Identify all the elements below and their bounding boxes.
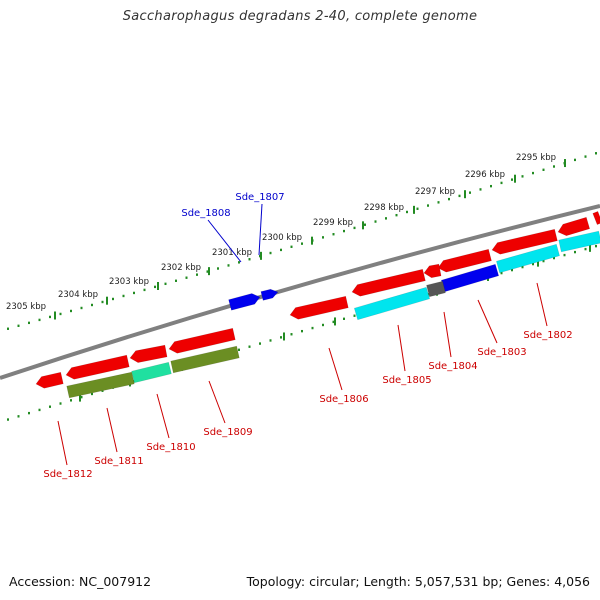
leader-line bbox=[477, 299, 498, 344]
gene-feature bbox=[170, 345, 240, 374]
gene-label: Sde_1811 bbox=[94, 456, 143, 467]
leader-line bbox=[106, 407, 118, 453]
gene-labels: Sde_1807 Sde_1808 Sde_1802 Sde_1803Sde_1804… bbox=[43, 192, 572, 480]
gene-features bbox=[35, 211, 600, 399]
gene-label: Sde_1812 bbox=[43, 469, 92, 480]
gene-label: Sde_1808 bbox=[181, 208, 230, 219]
gene-feature bbox=[228, 293, 261, 311]
gene-feature bbox=[129, 344, 168, 363]
genome-stats-text: Topology: circular; Length: 5,057,531 bp… bbox=[246, 574, 590, 589]
gene-feature bbox=[426, 280, 446, 298]
leader-line bbox=[536, 282, 548, 327]
outer-scale-ticks bbox=[7, 152, 597, 330]
label-leader-lines bbox=[57, 203, 548, 466]
gene-feature bbox=[289, 295, 349, 320]
gene-feature bbox=[592, 211, 600, 225]
gene-feature bbox=[351, 268, 426, 297]
scale-label: 2299 kbp bbox=[313, 218, 353, 228]
scale-label: 2297 kbp bbox=[415, 187, 455, 197]
scale-label: 2301 kbp bbox=[212, 248, 252, 258]
gene-feature bbox=[353, 286, 431, 321]
leader-line bbox=[57, 420, 68, 466]
scale-label: 2295 kbp bbox=[516, 153, 556, 163]
gene-feature bbox=[557, 216, 591, 237]
gene-feature bbox=[423, 263, 442, 279]
gene-label: Sde_1807 bbox=[235, 192, 284, 203]
scale-label: 2300 kbp bbox=[262, 233, 302, 243]
leader-line bbox=[328, 347, 343, 391]
gene-feature bbox=[260, 288, 279, 301]
gene-feature bbox=[35, 371, 64, 389]
map-title: Saccharophagus degradans 2-40, complete … bbox=[122, 9, 478, 24]
gene-label: Sde_1805 bbox=[382, 375, 431, 386]
leader-line bbox=[397, 324, 406, 372]
scale-labels: 2295 kbp 2296 kbp 2297 kbp 2298 kbp 2299 kbp… bbox=[6, 153, 556, 312]
gene-label: Sde_1806 bbox=[319, 394, 368, 405]
gene-feature bbox=[496, 243, 560, 274]
scale-label: 2305 kbp bbox=[6, 302, 46, 312]
leader-line bbox=[156, 393, 170, 439]
scale-label: 2304 kbp bbox=[58, 290, 98, 300]
gene-label: Sde_1803 bbox=[477, 347, 526, 358]
gene-label: Sde_1809 bbox=[203, 427, 252, 438]
leader-line bbox=[443, 311, 452, 358]
leader-line bbox=[207, 219, 242, 263]
gene-feature bbox=[491, 228, 558, 255]
leader-line bbox=[208, 380, 226, 424]
gene-label: Sde_1804 bbox=[428, 361, 477, 372]
gene-feature bbox=[558, 230, 600, 253]
gene-feature bbox=[131, 361, 172, 384]
scale-label: 2298 kbp bbox=[364, 203, 404, 213]
genome-backbone bbox=[0, 204, 600, 380]
gene-feature bbox=[437, 248, 492, 273]
gene-label: Sde_1810 bbox=[146, 442, 195, 453]
leader-line bbox=[258, 203, 263, 256]
scale-label: 2302 kbp bbox=[161, 263, 201, 273]
scale-label: 2296 kbp bbox=[465, 170, 505, 180]
gene-label: Sde_1802 bbox=[523, 330, 572, 341]
scale-label: 2303 kbp bbox=[109, 277, 149, 287]
gene-feature bbox=[65, 354, 130, 380]
gene-feature bbox=[66, 371, 135, 399]
accession-text: Accession: NC_007912 bbox=[9, 574, 152, 589]
gene-feature bbox=[168, 327, 236, 354]
